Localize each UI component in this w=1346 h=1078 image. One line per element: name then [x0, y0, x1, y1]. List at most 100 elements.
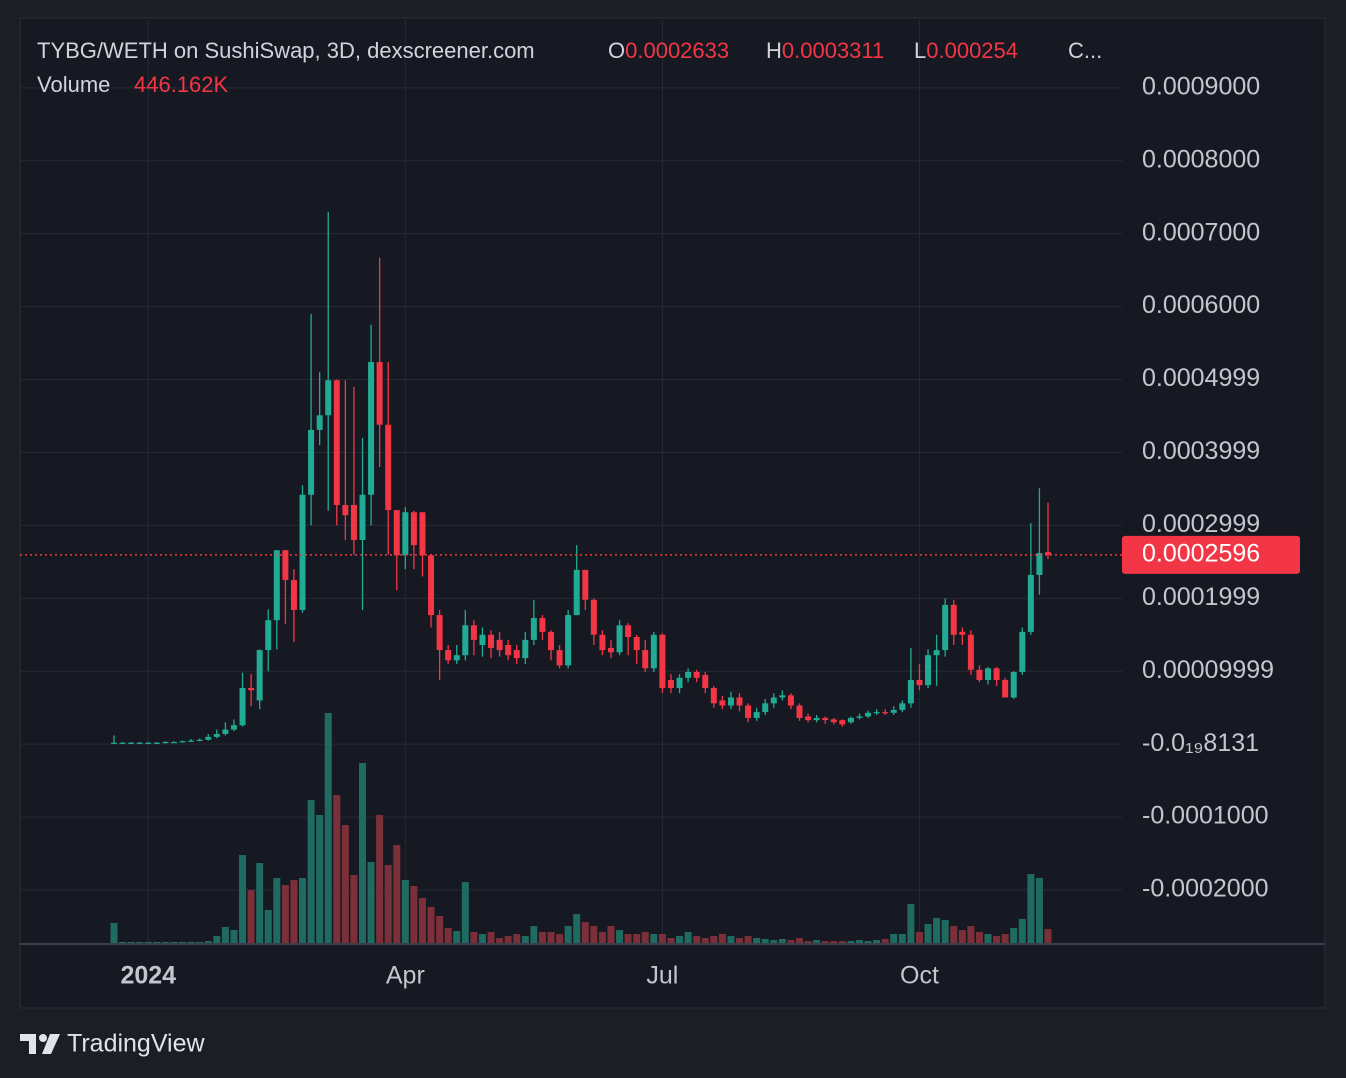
volume-bar [504, 935, 512, 944]
candle-body [402, 512, 409, 556]
x-tick-label: Oct [900, 962, 939, 990]
candle-body [548, 631, 555, 651]
volume-bar [924, 923, 932, 944]
candle-body [770, 697, 777, 704]
volume-bar [898, 934, 906, 944]
candle-body [256, 650, 263, 701]
volume-bar [427, 906, 435, 944]
candle-body [719, 700, 726, 706]
low-value: 0.000254 [926, 38, 1018, 63]
volume-bar [727, 935, 735, 944]
candle-body [479, 634, 486, 645]
logo-shape [20, 1034, 36, 1054]
candle-body [308, 429, 315, 495]
volume-bar [847, 941, 855, 944]
volume-bar [307, 800, 315, 944]
candle-body [282, 550, 289, 581]
volume-bar [573, 914, 581, 944]
volume-bar [547, 931, 555, 944]
volume-bar [264, 910, 272, 944]
volume-bar [993, 935, 1001, 944]
high-label: H [766, 38, 782, 63]
volume-bar [658, 934, 666, 944]
volume-bar [581, 922, 589, 944]
candle-body [659, 634, 666, 689]
candle-body [316, 415, 323, 430]
candle-body [1019, 631, 1026, 672]
volume-bar [787, 939, 795, 944]
candle-body [530, 618, 537, 640]
candle-body [290, 580, 297, 610]
candle-body [667, 680, 674, 689]
candle-body [505, 644, 512, 656]
volume-bar [1027, 874, 1035, 944]
candle-body [787, 695, 794, 706]
candle-body [993, 668, 1000, 680]
volume-bar [247, 890, 255, 944]
candle-body [453, 655, 460, 661]
volume-bar [753, 938, 761, 944]
candle-body [1027, 574, 1034, 632]
candle-body [702, 674, 709, 689]
volume-bar [367, 862, 375, 944]
y-tick-label: 0.0006000 [1142, 291, 1260, 319]
volume-bar [384, 864, 392, 944]
volume-label: Volume [37, 72, 110, 97]
volume-bar [607, 926, 615, 944]
volume-bar [487, 931, 495, 944]
volume-bar [838, 941, 846, 944]
candle-body [1036, 553, 1043, 575]
volume-bar [453, 930, 461, 944]
volume-bar [410, 886, 418, 944]
candle-body [693, 671, 700, 678]
volume-bar [778, 938, 786, 944]
x-tick-label: Apr [386, 962, 425, 990]
candle-body [813, 717, 820, 721]
low-label: L [914, 38, 926, 63]
y-tick-label: 0.00009999 [1142, 656, 1274, 684]
candle-body [582, 569, 589, 600]
volume-bar [984, 934, 992, 944]
volume-bar [230, 930, 238, 944]
volume-bar [564, 926, 572, 944]
logo-dot [39, 1034, 47, 1042]
candle-body [462, 625, 469, 656]
candle-body [676, 677, 683, 689]
volume-bar [710, 935, 718, 944]
y-tick-label: -0.0₁₉8131 [1142, 729, 1259, 757]
candle-body [727, 697, 734, 706]
volume-bar [804, 941, 812, 944]
brand-name: TradingView [67, 1030, 206, 1058]
candle-body [753, 712, 760, 718]
chart-title: TYBG/WETH on SushiSwap, 3D, dexscreener.… [37, 38, 535, 63]
candle-body [145, 742, 152, 744]
candle-body [933, 650, 940, 656]
volume-bar [110, 922, 118, 944]
ohlc-legend: O0.0002633 H0.0003311 L0.000254 C... [608, 38, 1102, 63]
volume-bar [556, 934, 564, 944]
y-tick-label: 0.0007000 [1142, 218, 1260, 246]
volume-bar [376, 815, 384, 944]
candle-body [376, 362, 383, 425]
candle-body [111, 742, 117, 744]
candle-body [128, 742, 135, 744]
candle-body [565, 615, 572, 666]
volume-bar [736, 938, 744, 944]
volume-bar [239, 855, 247, 944]
volume-bar [324, 713, 332, 944]
grid [20, 20, 1122, 944]
y-tick-label: -0.0001000 [1142, 802, 1269, 830]
candle-body [762, 703, 769, 713]
volume-bar [1044, 929, 1052, 944]
candle-body [393, 510, 400, 556]
volume-bar [718, 934, 726, 944]
candle-body [368, 362, 375, 495]
candle-body [342, 504, 349, 516]
candle-body [573, 569, 580, 616]
volume-bar [1010, 927, 1018, 944]
volume-bar [975, 931, 983, 944]
volume-bar [701, 938, 709, 944]
candle-body [513, 650, 520, 659]
volume-bar [873, 939, 881, 944]
candle-body [736, 697, 743, 706]
